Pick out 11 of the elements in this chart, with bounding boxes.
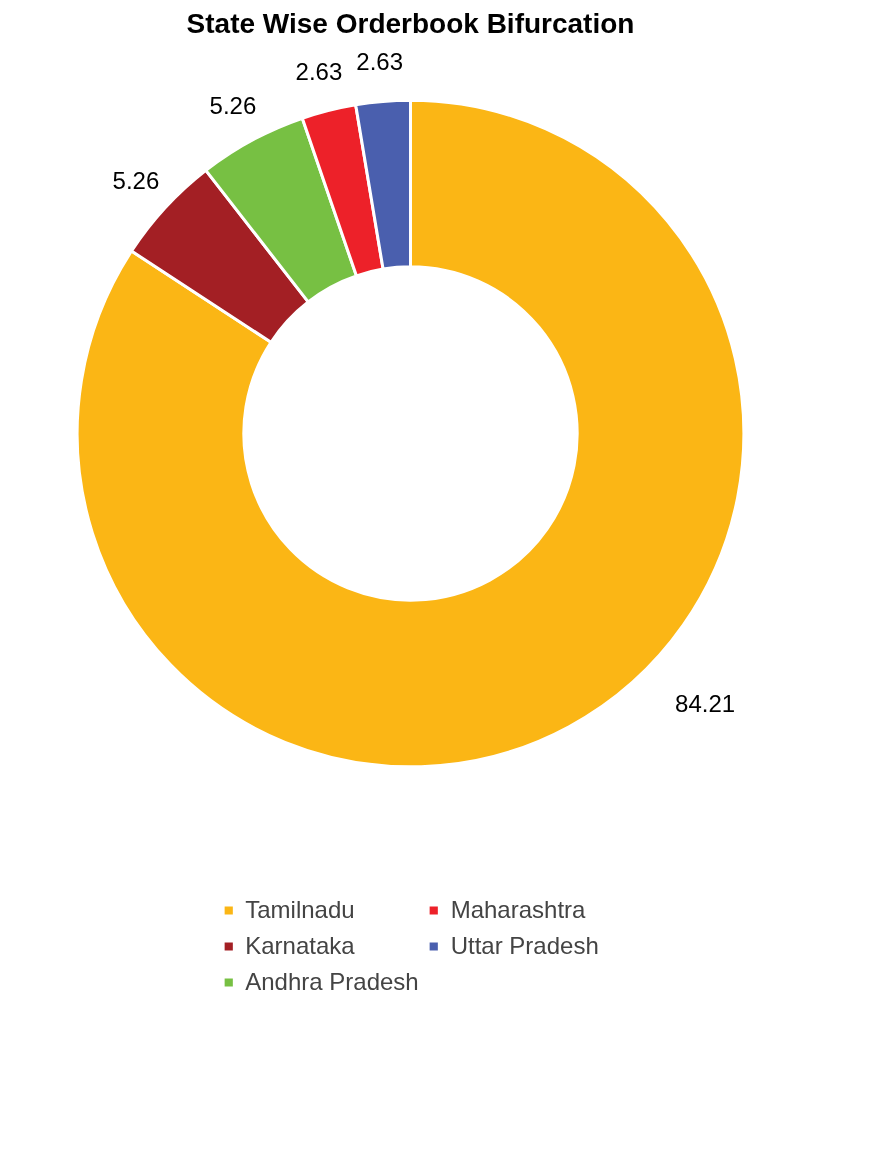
legend-label: Tamilnadu (245, 896, 355, 925)
legend-label: Karnataka (245, 932, 355, 961)
legend-label: Maharashtra (450, 896, 586, 925)
legend-label: Andhra Pradesh (245, 968, 419, 997)
data-label: 5.26 (112, 167, 160, 195)
data-label: 5.26 (209, 91, 257, 119)
data-label: 2.63 (295, 58, 343, 86)
data-label: 84.21 (675, 690, 736, 718)
legend-label: Uttar Pradesh (450, 932, 599, 961)
data-label: 2.63 (356, 47, 404, 75)
chart-title: State Wise Orderbook Bifurcation (186, 7, 635, 39)
